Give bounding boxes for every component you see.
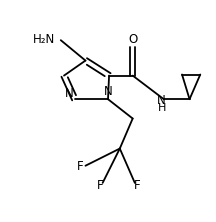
- Text: H₂N: H₂N: [33, 33, 55, 46]
- Text: N: N: [65, 87, 74, 100]
- Text: F: F: [77, 160, 83, 173]
- Text: O: O: [128, 33, 137, 46]
- Text: N: N: [157, 94, 166, 107]
- Text: F: F: [97, 178, 104, 192]
- Text: N: N: [104, 85, 113, 98]
- Text: H: H: [157, 103, 166, 113]
- Text: F: F: [134, 178, 140, 192]
